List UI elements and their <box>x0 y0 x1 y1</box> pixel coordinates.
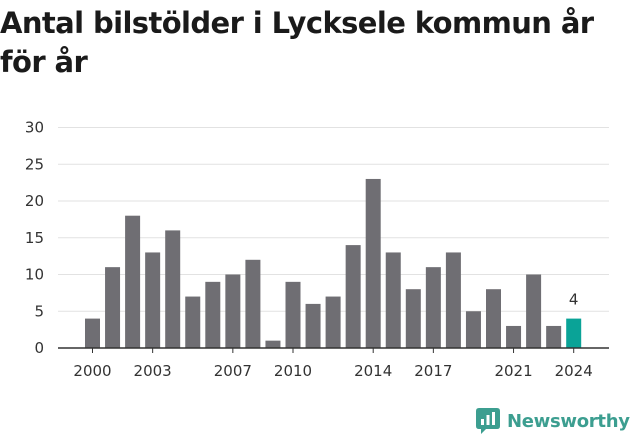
x-tick-label-2014: 2014 <box>354 362 392 380</box>
x-tick-label-2017: 2017 <box>414 362 452 380</box>
bar-2011 <box>305 303 321 348</box>
bars <box>85 178 582 348</box>
x-tick-label-2007: 2007 <box>214 362 252 380</box>
bar-2019 <box>465 311 481 348</box>
bar-2000 <box>85 318 100 348</box>
y-tick-label-20: 20 <box>25 192 44 210</box>
y-axis-tick-labels: 0 5 10 15 20 25 30 <box>25 119 44 358</box>
bar-2023 <box>546 325 562 348</box>
bar-2017 <box>425 267 441 348</box>
bar-2021 <box>506 325 522 348</box>
x-tick-label-2010: 2010 <box>274 362 312 380</box>
y-tick-label-10: 10 <box>25 266 44 284</box>
bar-2004 <box>165 230 181 348</box>
bar-2014 <box>365 178 381 348</box>
x-tick-label-2021: 2021 <box>494 362 532 380</box>
bar-2003 <box>145 252 161 348</box>
y-tick-label-25: 25 <box>25 155 44 173</box>
x-tick-label-2003: 2003 <box>134 362 172 380</box>
y-tick-label-0: 0 <box>34 339 44 357</box>
y-tick-label-15: 15 <box>25 229 44 247</box>
x-axis-ticks: 2000 2003 2007 2010 2014 2017 2021 2024 <box>73 348 593 380</box>
x-tick-label-2024: 2024 <box>555 362 593 380</box>
bar-2002 <box>125 215 141 348</box>
bar-2012 <box>325 296 341 348</box>
bar-2005 <box>185 296 201 348</box>
x-tick-label-2000: 2000 <box>73 362 111 380</box>
bar-2010 <box>285 281 301 348</box>
bar-2022 <box>526 274 542 348</box>
bar-2007 <box>225 274 241 348</box>
bar-2008 <box>245 259 261 348</box>
bar-2009 <box>265 340 281 348</box>
brand-name: Newsworthy <box>507 410 630 432</box>
bar-2013 <box>345 245 361 348</box>
bar-2018 <box>445 252 461 348</box>
bar-2006 <box>205 281 221 348</box>
bar-2001 <box>105 267 121 348</box>
newsworthy-logo: Newsworthy <box>476 408 630 434</box>
data-labels: 4 <box>569 291 579 309</box>
bar-2015 <box>385 252 401 348</box>
chart-title: Antal bilstölder i Lycksele kommun år fö… <box>0 6 594 79</box>
bar-2020 <box>486 289 501 348</box>
y-tick-label-30: 30 <box>25 119 44 137</box>
y-tick-label-5: 5 <box>34 302 44 320</box>
bar-2024 <box>566 318 582 348</box>
data-label-2024: 4 <box>569 291 579 309</box>
bar-2016 <box>405 289 421 348</box>
chat-bubble-chart-icon <box>476 408 500 434</box>
